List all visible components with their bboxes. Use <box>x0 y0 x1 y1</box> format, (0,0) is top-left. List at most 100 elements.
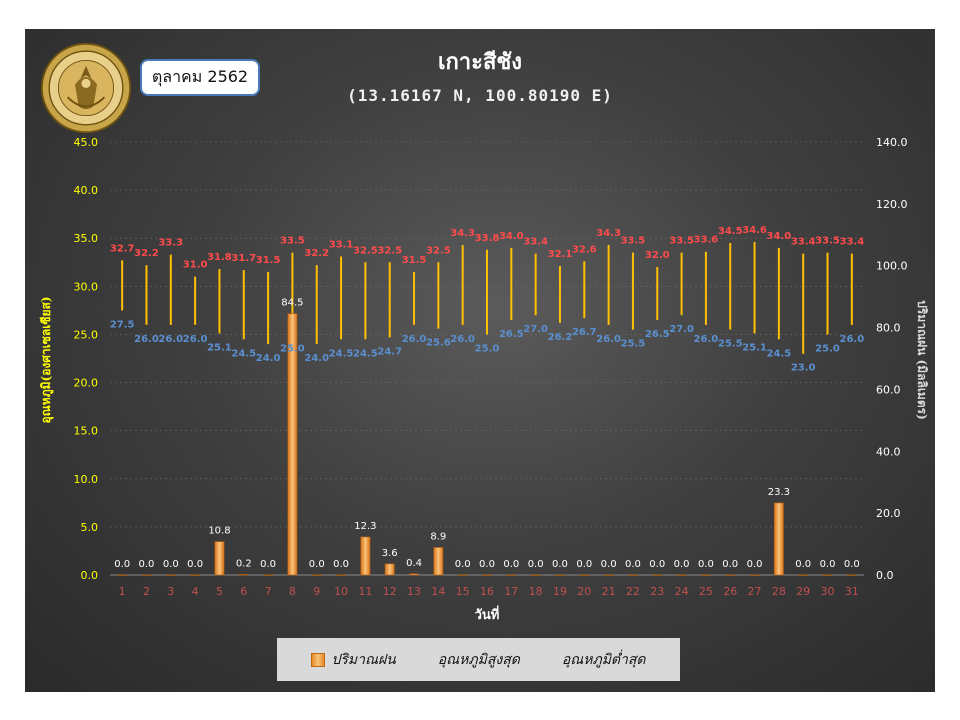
min-temp-label: 27.0 <box>523 324 548 335</box>
legend-item-min-temp: อุณหภูมิต่ำสุด <box>562 649 646 671</box>
rain-value-label: 0.0 <box>309 559 325 570</box>
legend-item-rain: ปริมาณฝน <box>311 649 396 671</box>
x-axis-tick-label: 15 <box>456 585 470 598</box>
right-axis-tick-label: 60.0 <box>876 383 901 396</box>
rain-value-label: 0.0 <box>820 559 836 570</box>
x-axis-title: วันที่ <box>475 605 500 623</box>
max-temp-label: 31.5 <box>256 255 281 266</box>
rain-value-label: 10.8 <box>208 526 230 537</box>
min-temp-label: 26.2 <box>548 332 573 343</box>
meteorological-department-seal-icon <box>40 42 132 134</box>
legend-min-temp-label: อุณหภูมิต่ำสุด <box>561 651 646 668</box>
min-temp-label: 26.0 <box>183 334 208 345</box>
x-axis-tick-label: 2 <box>143 585 150 598</box>
rain-bar <box>384 563 395 576</box>
x-axis-tick-label: 25 <box>699 585 713 598</box>
rain-value-label: 23.3 <box>768 487 790 498</box>
max-temp-label: 31.7 <box>231 253 256 264</box>
min-temp-label: 25.0 <box>815 343 840 354</box>
rain-bar <box>214 541 225 576</box>
rain-value-label: 0.0 <box>625 559 641 570</box>
left-axis-tick-label: 25.0 <box>74 328 99 341</box>
x-axis-tick-label: 12 <box>383 585 397 598</box>
max-temp-label: 33.5 <box>280 236 305 247</box>
rain-bar <box>311 574 322 576</box>
month-label: ตุลาคม 2562 <box>151 67 249 86</box>
rain-bar <box>409 573 419 576</box>
right-axis-tick-label: 0.0 <box>876 569 894 582</box>
rain-bar <box>190 574 201 576</box>
x-axis-tick-label: 18 <box>529 585 543 598</box>
rain-bar <box>263 574 274 576</box>
rain-bar <box>603 574 614 576</box>
max-temp-label: 33.4 <box>523 237 548 248</box>
max-temp-label: 31.0 <box>183 260 208 271</box>
min-temp-label: 26.5 <box>499 329 524 340</box>
min-temp-label: 26.0 <box>158 334 183 345</box>
rain-value-label: 84.5 <box>281 298 303 309</box>
rain-bar <box>676 574 687 576</box>
right-axis-tick-label: 80.0 <box>876 322 901 335</box>
legend-max-temp-label: อุณหภูมิสูงสุด <box>437 651 520 668</box>
rain-value-label: 0.0 <box>163 559 179 570</box>
rain-bar <box>555 574 565 576</box>
left-axis-tick-label: 30.0 <box>74 280 99 293</box>
x-axis-tick-label: 22 <box>626 585 640 598</box>
rain-bar <box>287 313 298 576</box>
rain-value-label: 0.0 <box>649 559 665 570</box>
rain-value-label: 8.9 <box>430 531 446 542</box>
x-axis-tick-label: 21 <box>602 585 616 598</box>
min-temp-label: 27.0 <box>669 324 694 335</box>
max-temp-label: 33.3 <box>158 238 183 249</box>
max-temp-label: 32.5 <box>377 245 402 256</box>
rain-bar <box>579 574 590 576</box>
max-temp-label: 33.5 <box>669 236 694 247</box>
left-axis-tick-label: 35.0 <box>74 232 99 245</box>
rain-bar <box>700 574 711 576</box>
left-axis-tick-label: 10.0 <box>74 473 99 486</box>
min-temp-label: 24.5 <box>329 348 354 359</box>
x-axis-tick-label: 27 <box>748 585 762 598</box>
x-axis-tick-label: 30 <box>821 585 835 598</box>
rain-value-label: 0.0 <box>576 559 592 570</box>
rain-bar <box>360 536 371 576</box>
min-temp-label: 25.1 <box>207 342 232 353</box>
x-axis-tick-label: 23 <box>650 585 664 598</box>
left-axis-tick-label: 45.0 <box>74 136 99 149</box>
max-temp-label: 34.6 <box>742 225 767 236</box>
x-axis-tick-label: 9 <box>313 585 320 598</box>
min-temp-label: 25.0 <box>475 343 500 354</box>
max-temp-label: 33.5 <box>815 236 840 247</box>
left-axis-title: อุณหภูมิ(องศาเซลเซียส) <box>39 296 54 423</box>
right-axis-title: ปริมาณฝน (มิลลิเมตร) <box>915 300 929 419</box>
left-axis-tick-label: 40.0 <box>74 184 99 197</box>
rain-value-label: 0.0 <box>479 559 495 570</box>
rain-value-label: 0.0 <box>747 559 763 570</box>
x-axis-tick-label: 7 <box>265 585 272 598</box>
max-temp-label: 34.3 <box>450 228 475 239</box>
min-temp-label: 25.1 <box>742 342 767 353</box>
min-temp-label: 25.6 <box>426 338 451 349</box>
rain-bar <box>530 574 541 576</box>
max-temp-label: 32.0 <box>645 250 670 261</box>
rain-bar <box>141 574 152 576</box>
min-temp-label: 26.5 <box>645 329 670 340</box>
rain-bar <box>117 574 128 576</box>
x-axis-tick-label: 8 <box>289 585 296 598</box>
min-temp-label: 24.5 <box>767 348 792 359</box>
rain-value-label: 0.0 <box>114 559 130 570</box>
max-temp-label: 33.4 <box>791 237 816 248</box>
right-axis-tick-label: 120.0 <box>876 198 908 211</box>
rain-value-label: 0.4 <box>406 558 422 569</box>
min-temp-label: 23.0 <box>791 363 816 374</box>
x-axis-tick-label: 5 <box>216 585 223 598</box>
min-temp-label: 27.5 <box>110 319 135 330</box>
chart-title: เกาะสีชัง <box>437 50 523 75</box>
max-temp-label: 32.6 <box>572 244 597 255</box>
x-axis-tick-label: 3 <box>167 585 174 598</box>
rain-value-label: 0.0 <box>698 559 714 570</box>
rain-value-label: 0.0 <box>528 559 544 570</box>
right-axis-tick-label: 100.0 <box>876 260 908 273</box>
rain-bar <box>628 574 638 576</box>
